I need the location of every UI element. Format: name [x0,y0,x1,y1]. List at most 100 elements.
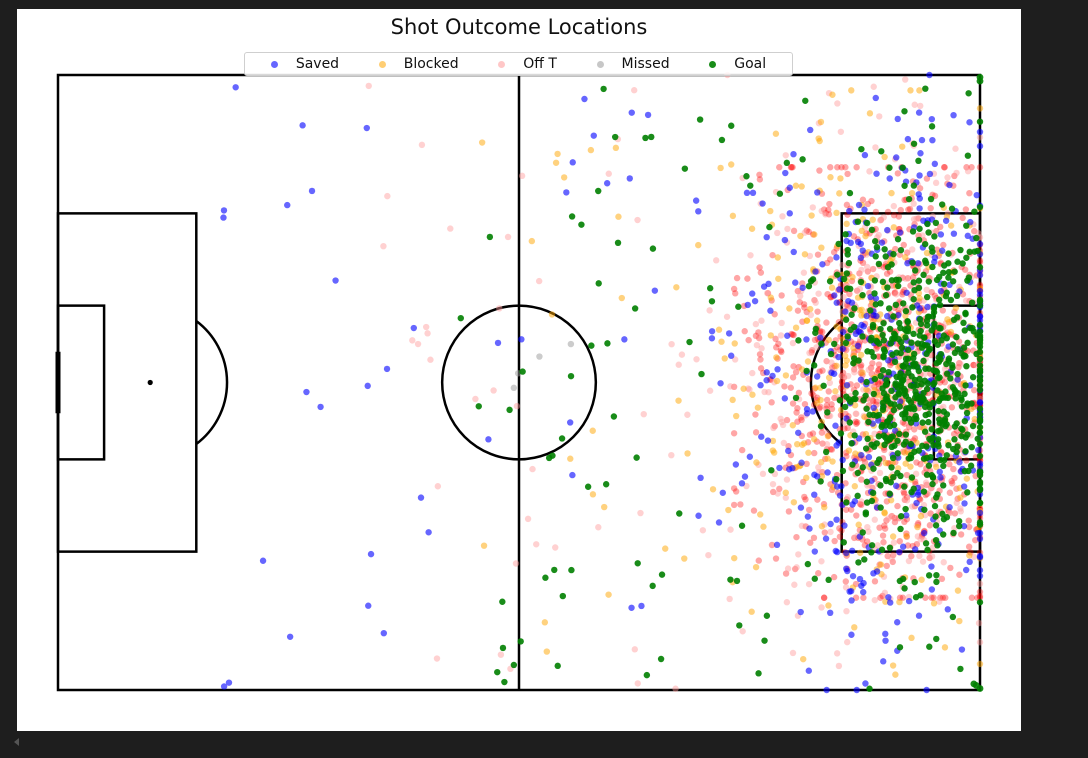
shot-point-goal [635,560,641,566]
shot-point-blocked [710,486,716,492]
shot-point-off-t [929,553,935,559]
shot-point-saved [709,328,715,334]
scroll-left-icon[interactable] [14,738,19,746]
shot-point-goal [676,510,682,516]
shot-point-goal [739,523,745,529]
legend-item-saved: Saved [271,56,339,72]
shot-point-blocked [801,440,807,446]
shot-point-goal [860,397,866,403]
shot-point-goal [922,429,928,435]
shot-point-core [884,271,890,277]
shot-point-goal [977,481,983,487]
shot-point-saved [977,510,983,516]
shot-point-saved [916,191,922,197]
shot-point-goal [805,561,811,567]
shot-point-goal [519,368,525,374]
shot-point-goal [866,412,872,418]
shot-point-core [897,538,903,544]
shot-point-goal [901,483,907,489]
shot-point-blocked [554,151,560,157]
shot-point-goal [921,507,927,513]
shot-point-saved [221,683,227,689]
shot-point-saved [798,504,804,510]
shot-point-goal [874,440,880,446]
shot-point-saved [812,548,818,554]
shot-point-goal [922,404,928,410]
shot-point-off-t [384,193,390,199]
shot-point-saved [745,302,751,308]
shot-point-off-t [815,290,821,296]
shot-point-blocked [561,174,567,180]
shot-point-core [788,385,794,391]
shot-point-blocked [802,251,808,257]
shot-point-saved [364,125,370,131]
shot-point-core [927,205,933,211]
shot-point-off-t [472,396,478,402]
shot-point-blocked [814,400,820,406]
shot-point-off-t [953,170,959,176]
shot-point-saved [858,583,864,589]
shot-point-goal [917,592,923,598]
shot-point-off-t [872,144,878,150]
shot-point-blocked [619,295,625,301]
shot-point-goal [768,467,774,473]
shot-point-goal [828,351,834,357]
shot-point-core [745,337,751,343]
shot-point-off-t [505,234,511,240]
shot-point-goal [970,423,976,429]
shot-point-goal [908,339,914,345]
shot-point-goal [971,328,977,334]
shot-point-goal [858,146,864,152]
shot-point-goal [977,78,984,85]
shot-point-off-t [797,293,803,299]
shot-point-saved [629,109,635,115]
shot-point-core [876,524,882,530]
shot-point-core [880,532,886,538]
shot-point-saved [232,84,238,90]
shot-point-goal [802,98,808,104]
shot-point-goal [880,367,886,373]
shot-point-goal [838,430,844,436]
shot-point-blocked [740,386,746,392]
shot-point-saved [928,563,934,569]
shot-point-goal [847,190,853,196]
shot-point-goal [941,262,947,268]
shot-point-goal [901,183,907,189]
shot-point-goal [868,349,874,355]
shot-point-goal [977,332,983,338]
shot-point-off-t [749,370,755,376]
shot-point-off-t [911,216,917,222]
shot-point-blocked [729,397,735,403]
shot-point-off-t [801,270,807,276]
shot-point-goal [945,250,951,256]
shot-point-goal [954,443,960,449]
shot-point-saved [832,423,838,429]
shot-point-goal [965,90,971,96]
shot-point-off-t [902,276,908,282]
shot-point-blocked [681,555,687,561]
shot-point-off-t [793,564,799,570]
shot-point-goal [930,435,936,441]
shot-point-core [917,461,923,467]
shot-point-saved [728,353,734,359]
shot-point-off-t [827,529,833,535]
shot-point-goal [843,340,849,346]
shot-point-blocked [883,460,889,466]
shot-point-off-t [957,361,963,367]
shot-point-goal [633,454,639,460]
shot-point-goal [877,300,883,306]
shot-point-saved [943,218,949,224]
shot-point-saved [929,586,935,592]
shot-point-core [977,164,983,170]
shot-point-goal [902,506,908,512]
shot-point-saved [906,598,912,604]
shot-point-blocked [808,212,814,218]
shot-point-core [737,501,743,507]
shot-point-goal [953,449,959,455]
shot-point-goal [962,310,968,316]
shot-point-blocked [890,533,896,539]
shot-point-blocked [590,491,596,497]
shot-point-goal [974,248,980,254]
shot-point-goal [888,388,894,394]
shot-point-saved [865,283,871,289]
